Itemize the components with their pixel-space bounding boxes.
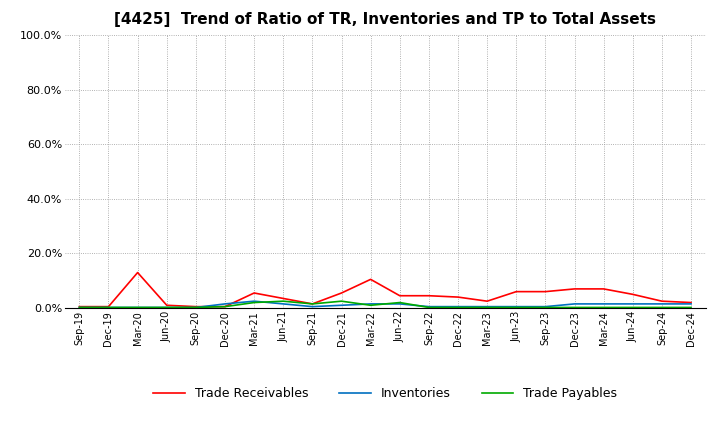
Trade Payables [541, 305, 550, 310]
Trade Payables [395, 300, 404, 305]
Trade Payables [657, 305, 666, 310]
Inventories [250, 299, 258, 304]
Inventories [687, 301, 696, 307]
Trade Payables [220, 304, 229, 309]
Inventories [629, 301, 637, 307]
Trade Receivables [279, 296, 287, 301]
Trade Receivables [483, 299, 492, 304]
Trade Payables [629, 305, 637, 310]
Trade Receivables [366, 277, 375, 282]
Trade Payables [308, 301, 317, 307]
Trade Receivables [425, 293, 433, 298]
Inventories [308, 304, 317, 309]
Trade Payables [192, 305, 200, 310]
Inventories [599, 301, 608, 307]
Inventories [366, 301, 375, 307]
Trade Receivables [687, 300, 696, 305]
Inventories [395, 301, 404, 307]
Trade Payables [599, 305, 608, 310]
Inventories [133, 305, 142, 310]
Trade Receivables [599, 286, 608, 292]
Inventories [570, 301, 579, 307]
Trade Receivables [75, 304, 84, 309]
Trade Payables [570, 305, 579, 310]
Inventories [512, 304, 521, 309]
Trade Payables [454, 305, 462, 310]
Trade Receivables [454, 294, 462, 300]
Inventories [104, 305, 113, 310]
Trade Receivables [250, 290, 258, 296]
Trade Receivables [337, 290, 346, 296]
Legend: Trade Receivables, Inventories, Trade Payables: Trade Receivables, Inventories, Trade Pa… [148, 382, 622, 405]
Inventories [220, 301, 229, 307]
Inventories [454, 304, 462, 309]
Inventories [192, 305, 200, 310]
Inventories [483, 304, 492, 309]
Trade Receivables [220, 304, 229, 309]
Inventories [337, 303, 346, 308]
Trade Receivables [308, 301, 317, 307]
Trade Receivables [629, 292, 637, 297]
Trade Payables [279, 299, 287, 304]
Trade Payables [512, 305, 521, 310]
Inventories [75, 305, 84, 310]
Trade Receivables [104, 304, 113, 309]
Trade Receivables [512, 289, 521, 294]
Trade Payables [75, 305, 84, 310]
Trade Receivables [570, 286, 579, 292]
Trade Payables [366, 303, 375, 308]
Inventories [425, 304, 433, 309]
Trade Payables [104, 305, 113, 310]
Inventories [279, 301, 287, 307]
Inventories [657, 301, 666, 307]
Line: Trade Receivables: Trade Receivables [79, 272, 691, 307]
Trade Payables [133, 305, 142, 310]
Trade Receivables [192, 304, 200, 309]
Trade Receivables [657, 299, 666, 304]
Trade Receivables [541, 289, 550, 294]
Inventories [163, 305, 171, 310]
Trade Payables [687, 305, 696, 310]
Trade Receivables [395, 293, 404, 298]
Trade Payables [163, 305, 171, 310]
Trade Payables [250, 300, 258, 305]
Inventories [541, 304, 550, 309]
Trade Payables [337, 299, 346, 304]
Trade Payables [483, 305, 492, 310]
Trade Payables [425, 305, 433, 310]
Trade Receivables [163, 303, 171, 308]
Line: Trade Payables: Trade Payables [79, 301, 691, 308]
Trade Receivables [133, 270, 142, 275]
Title: [4425]  Trend of Ratio of TR, Inventories and TP to Total Assets: [4425] Trend of Ratio of TR, Inventories… [114, 12, 656, 27]
Line: Inventories: Inventories [79, 301, 691, 308]
